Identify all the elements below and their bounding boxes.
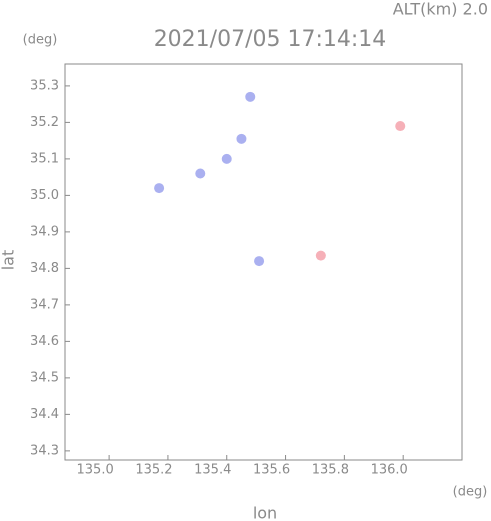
echo	[315, 250, 326, 261]
x-tick-label: 136.0	[371, 463, 408, 478]
y-tick-label: 34.9	[30, 224, 59, 239]
y-tick-label: 35.3	[30, 78, 59, 93]
x-tick-label: 135.0	[77, 463, 114, 478]
y-tick-label: 34.5	[30, 370, 59, 385]
altitude-label: ALT(km) 2.0	[393, 0, 488, 19]
echo	[236, 133, 247, 144]
y-tick-label: 35.1	[30, 151, 59, 166]
y-unit: (deg)	[23, 33, 58, 48]
echo	[395, 121, 406, 132]
echo	[195, 168, 206, 179]
echo	[154, 183, 165, 194]
y-tick-label: 34.4	[30, 407, 59, 422]
x-tick-label: 135.2	[135, 463, 172, 478]
x-tick-label: 135.8	[312, 463, 349, 478]
x-tick-label: 135.4	[194, 463, 231, 478]
plot-frame	[64, 63, 463, 461]
echo	[254, 256, 265, 267]
y-tick-label: 35.0	[30, 188, 59, 203]
x-axis-label: lon	[253, 504, 277, 521]
y-tick-label: 34.8	[30, 261, 59, 276]
y-tick-label: 35.2	[30, 115, 59, 130]
y-tick-label: 34.7	[30, 297, 59, 312]
chart-title: 2021/07/05 17:14:14	[154, 27, 387, 52]
echo	[245, 91, 256, 102]
y-tick-label: 34.3	[30, 443, 59, 458]
x-unit: (deg)	[453, 485, 488, 500]
echo	[221, 153, 232, 164]
y-tick-label: 34.6	[30, 334, 59, 349]
y-axis-label: lat	[0, 250, 18, 271]
x-tick-label: 135.6	[253, 463, 290, 478]
